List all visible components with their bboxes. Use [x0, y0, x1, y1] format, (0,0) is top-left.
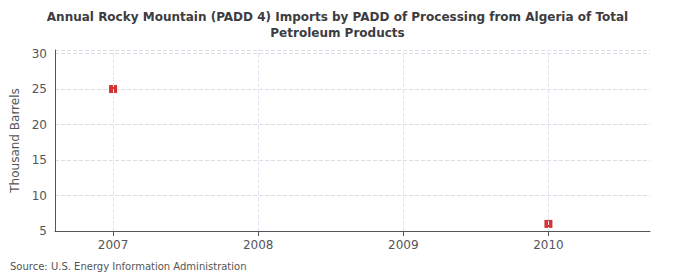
- svg-text:Thousand Barrels: Thousand Barrels: [8, 88, 22, 193]
- svg-text:2010: 2010: [533, 238, 564, 252]
- svg-text:Annual Rocky Mountain (PADD 4): Annual Rocky Mountain (PADD 4) Imports b…: [47, 10, 628, 24]
- svg-text:2008: 2008: [243, 238, 274, 252]
- svg-text:Petroleum Products: Petroleum Products: [270, 26, 404, 40]
- svg-text:5: 5: [39, 224, 47, 238]
- svg-text:15: 15: [32, 153, 47, 167]
- svg-text:2009: 2009: [388, 238, 419, 252]
- svg-text:25: 25: [32, 82, 47, 96]
- svg-text:Source: U.S. Energy Informatio: Source: U.S. Energy Information Administ…: [10, 261, 247, 272]
- svg-text:30: 30: [32, 47, 47, 61]
- svg-text:10: 10: [32, 189, 47, 203]
- svg-text:2007: 2007: [98, 238, 129, 252]
- svg-text:20: 20: [32, 118, 47, 132]
